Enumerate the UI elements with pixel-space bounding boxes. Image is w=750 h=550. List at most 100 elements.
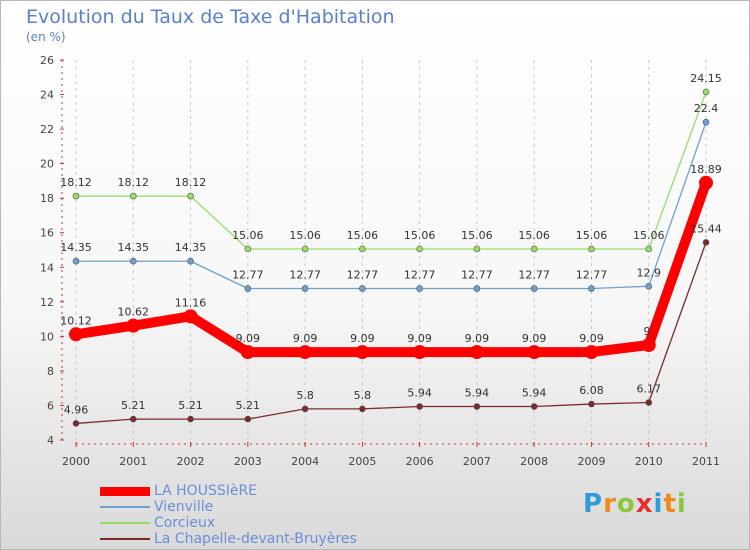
data-point [359, 405, 366, 413]
data-point [702, 118, 710, 126]
x-tick-label: 2003 [234, 455, 262, 468]
x-tick-label: 2011 [692, 455, 720, 468]
data-label: 15.06 [232, 229, 264, 242]
legend-label: LA HOUSSIèRE [154, 483, 258, 499]
legend-swatch [100, 506, 150, 508]
data-label: 5.94 [407, 386, 432, 399]
data-point [183, 309, 198, 324]
data-point [355, 345, 370, 360]
data-point [702, 239, 710, 246]
data-point [187, 192, 194, 200]
data-point [645, 245, 653, 253]
data-label: 5.8 [354, 389, 372, 402]
data-point [126, 318, 141, 333]
grid [75, 60, 707, 440]
data-point [699, 175, 713, 190]
data-label: 5.21 [236, 399, 261, 412]
series-line [76, 121, 707, 290]
data-point [530, 285, 538, 292]
data-point [359, 245, 366, 253]
data-label: 12.77 [347, 269, 379, 282]
axes: 4 6 8 10 12 14 16 18 20 22 24 26 2000 2001 2002 2003 200… [40, 54, 720, 468]
y-tick-label: 22 [40, 123, 54, 136]
data-point [244, 285, 252, 292]
x-tick-label: 2000 [62, 455, 90, 468]
data-point [530, 403, 538, 410]
x-tick-label: 2002 [177, 455, 205, 468]
data-label: 15.06 [576, 229, 608, 242]
series-line [75, 242, 707, 425]
data-label: 6.08 [579, 384, 604, 397]
data-point [584, 345, 599, 360]
chart-unit: (en %) [26, 30, 66, 44]
x-tick-label: 2007 [463, 455, 491, 468]
data-label: 9.09 [579, 332, 604, 345]
data-label: 6.17 [636, 383, 661, 396]
data-label: 12.77 [461, 269, 493, 282]
data-point [240, 345, 255, 360]
data-label: 5.8 [296, 389, 314, 402]
data-label: 15.06 [289, 229, 321, 242]
y-tick-label: 14 [40, 261, 54, 274]
data-label: 12.9 [636, 266, 661, 279]
y-tick-label: 4 [47, 434, 54, 447]
data-point [645, 282, 653, 290]
series-line [76, 91, 707, 250]
data-label: 15.06 [404, 229, 436, 242]
data-point [187, 415, 194, 423]
data-point [473, 245, 481, 253]
y-tick-label: 6 [47, 399, 54, 412]
data-point [298, 345, 313, 360]
data-point [473, 285, 481, 292]
data-point [588, 245, 595, 253]
data-label: 15.06 [347, 229, 379, 242]
y-tick-label: 20 [40, 158, 54, 171]
data-label: 12.77 [404, 269, 436, 282]
data-point [72, 420, 80, 427]
value-labels: 10.12 10.62 11.16 9.09 9.09 9.09 9.09 9.09 9.09 9… [60, 72, 722, 416]
data-label: 15.44 [690, 222, 722, 235]
data-label: 12.77 [289, 269, 321, 282]
y-tick-label: 12 [40, 296, 54, 309]
data-label: 10.12 [60, 314, 92, 327]
data-point [244, 245, 252, 253]
data-point [72, 257, 80, 265]
data-point [416, 403, 423, 410]
data-point [301, 285, 309, 292]
data-point [416, 285, 423, 292]
data-point [473, 403, 481, 410]
y-tick-label: 24 [40, 89, 54, 102]
data-label: 22.4 [694, 102, 719, 115]
chart-title: Evolution du Taux de Taxe d'Habitation [26, 6, 395, 28]
data-point [702, 88, 710, 96]
x-tick-label: 2004 [291, 455, 319, 468]
data-label: 5.21 [178, 399, 203, 412]
proxiti-logo: Proxiti [583, 489, 687, 519]
data-point [187, 257, 194, 265]
data-label: 14.35 [175, 241, 207, 254]
data-label: 10.62 [118, 306, 150, 319]
data-label: 9. [643, 325, 654, 338]
legend-swatch [100, 487, 150, 496]
data-point [129, 257, 137, 265]
data-label: 15.06 [461, 229, 493, 242]
data-label: 18.12 [118, 176, 150, 189]
data-point [641, 338, 656, 352]
data-point [301, 245, 309, 253]
data-label: 12.77 [518, 269, 550, 282]
y-tick-label: 8 [47, 365, 54, 378]
data-point [469, 345, 484, 360]
x-tick-label: 2008 [520, 455, 548, 468]
data-label: 15.06 [633, 229, 665, 242]
data-point [645, 399, 653, 406]
legend-swatch [100, 538, 150, 540]
x-tick-label: 2009 [577, 455, 605, 468]
data-label: 9.09 [465, 332, 490, 345]
data-point [72, 192, 80, 200]
legend-label: Vienville [154, 499, 214, 515]
data-label: 18.12 [60, 176, 92, 189]
data-label: 9.09 [236, 332, 261, 345]
data-label: 14.35 [118, 241, 150, 254]
